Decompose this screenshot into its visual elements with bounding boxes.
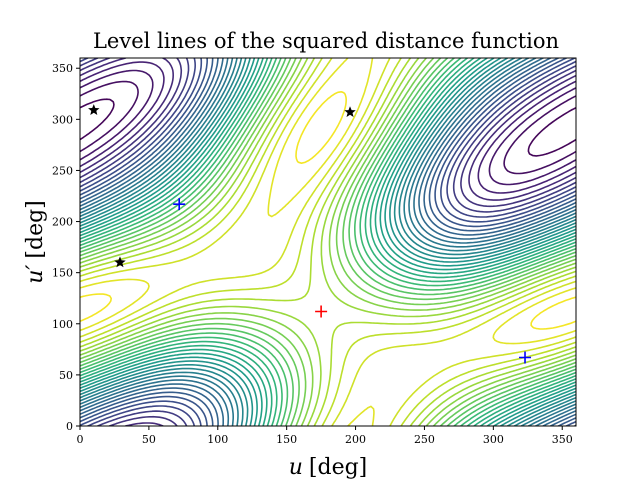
y-tick-label: 350 (52, 62, 73, 75)
contour-level-4 (80, 61, 576, 194)
contour-level-14 (80, 58, 576, 426)
x-tick-label: 300 (483, 433, 504, 446)
x-axis-label: u [deg] (289, 455, 368, 480)
contour-level-20 (80, 58, 576, 426)
contour-level-19 (80, 58, 576, 426)
contour-level-22 (80, 58, 576, 426)
contour-level-11 (80, 58, 576, 426)
chart-title: Level lines of the squared distance func… (93, 29, 559, 53)
contour-level-18 (80, 58, 576, 426)
contour-level-34 (80, 58, 576, 426)
contour-level-17 (80, 58, 576, 426)
saddle-marker (114, 256, 126, 268)
saddle-marker (344, 106, 356, 117)
contour-level-24 (80, 58, 576, 426)
x-axis-ticks: 0 50 100 150 200 250 300 350 (77, 426, 573, 446)
critical-point-markers (88, 104, 532, 364)
maximum-marker (315, 305, 328, 318)
x-tick-label: 0 (77, 433, 84, 446)
contour-level-15 (80, 58, 576, 426)
contour-level-9 (80, 58, 576, 426)
y-tick-label: 50 (59, 369, 73, 382)
contour-level-25 (80, 58, 576, 426)
plot-frame (79, 57, 577, 427)
x-tick-label: 250 (414, 433, 435, 446)
x-axis-unit: [deg] (309, 455, 367, 480)
y-tick-label: 150 (52, 267, 73, 280)
minimum-marker (173, 198, 186, 211)
y-tick-label: 250 (52, 164, 73, 177)
contour-lines (80, 58, 576, 426)
contour-level-2 (80, 80, 576, 175)
y-axis-label: u′ [deg] (23, 200, 48, 284)
x-tick-label: 50 (142, 433, 156, 446)
contour-level-36 (80, 91, 576, 330)
contour-level-27 (80, 58, 576, 426)
saddle-marker (88, 104, 100, 115)
y-tick-label: 200 (52, 216, 73, 229)
x-tick-label: 200 (345, 433, 366, 446)
y-axis-var: u′ (23, 265, 48, 284)
contour-level-3 (80, 69, 576, 186)
y-tick-label: 300 (52, 113, 73, 126)
contour-level-1 (80, 98, 576, 157)
contour-level-10 (80, 58, 576, 426)
contour-level-16 (80, 58, 576, 426)
x-tick-label: 150 (276, 433, 297, 446)
contour-level-26 (80, 58, 576, 426)
contour-level-35 (80, 58, 576, 426)
y-tick-label: 0 (66, 420, 73, 433)
minimum-marker (519, 351, 532, 364)
contour-level-13 (80, 58, 576, 426)
y-axis-unit: [deg] (23, 200, 48, 258)
contour-level-21 (80, 58, 576, 426)
contour-level-23 (80, 58, 576, 426)
contour-level-33 (80, 58, 576, 426)
x-tick-label: 350 (552, 433, 573, 446)
y-axis-ticks: 0 50 100 150 200 250 300 350 (52, 62, 80, 433)
x-axis-var: u (289, 455, 303, 480)
contour-level-31 (80, 58, 576, 426)
contour-level-29 (80, 58, 576, 426)
contour-level-28 (80, 58, 576, 426)
y-tick-label: 100 (52, 318, 73, 331)
x-tick-label: 100 (207, 433, 228, 446)
